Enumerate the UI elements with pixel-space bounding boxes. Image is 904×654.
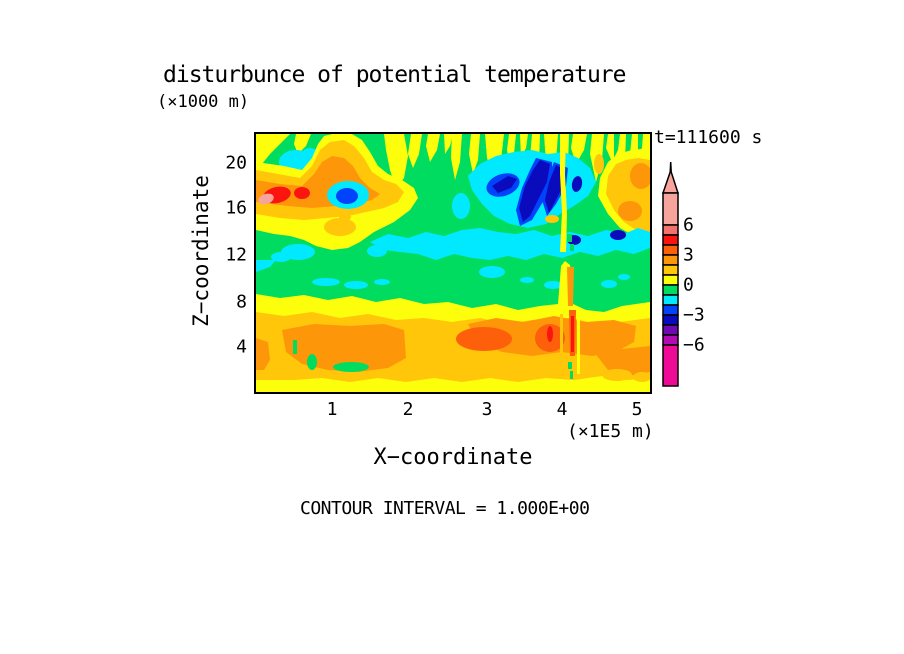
colorbar-tick-label: −6 bbox=[683, 334, 705, 356]
contour-region-navy bbox=[610, 230, 626, 240]
contour-region-yellow bbox=[560, 134, 567, 252]
contour-region-cyan bbox=[312, 278, 340, 286]
contour-region-orange bbox=[630, 163, 650, 189]
contour-region-yellow bbox=[294, 134, 311, 154]
contour-region-yellow bbox=[469, 134, 480, 174]
x-axis-unit: (×1E5 m) bbox=[567, 421, 654, 442]
contour-region-green bbox=[638, 134, 643, 154]
contour-region-orange bbox=[618, 201, 642, 221]
colorbar-segment-navy bbox=[662, 314, 679, 326]
contour-region-navy bbox=[492, 176, 517, 193]
contour-region-yellow bbox=[451, 134, 462, 180]
contour-region-yellow bbox=[408, 134, 422, 168]
contour-region-orangered bbox=[456, 327, 512, 351]
contour-region-yellow bbox=[256, 134, 290, 168]
colorbar-segment-cyan bbox=[662, 294, 679, 306]
contour-region-yellow bbox=[444, 134, 453, 154]
colorbar-tick-label: 0 bbox=[683, 274, 694, 296]
colorbar-segment-pink bbox=[662, 192, 679, 226]
contour-region-yellow bbox=[571, 134, 587, 164]
colorbar-segment-orangered bbox=[662, 244, 679, 256]
y-tick-label: 8 bbox=[236, 291, 247, 313]
contour-region-yellow bbox=[426, 134, 440, 162]
contour-region-blue bbox=[336, 188, 358, 204]
contour-region-cyan bbox=[452, 193, 470, 219]
contour-region-gold bbox=[339, 213, 351, 221]
contour-region-cyan bbox=[344, 281, 368, 289]
y-tick-label: 12 bbox=[225, 244, 247, 266]
contour-region-red bbox=[547, 326, 553, 342]
contour-region-navy bbox=[571, 176, 583, 192]
chart-title: disturbunce of potential temperature bbox=[163, 62, 626, 88]
contour-region-orange bbox=[256, 338, 270, 370]
contour-region-orange bbox=[594, 346, 650, 376]
time-label: t=111600 s bbox=[654, 127, 763, 148]
colorbar-segment-green bbox=[662, 284, 679, 296]
contour-region-orange bbox=[567, 267, 574, 306]
contour-region-cyan bbox=[601, 280, 617, 288]
y-tick-label: 20 bbox=[225, 152, 247, 174]
contour-region-gold bbox=[594, 154, 604, 174]
colorbar-segment-gold bbox=[662, 264, 679, 276]
y-tick-label: 4 bbox=[236, 336, 247, 358]
colorbar-segment-blue bbox=[662, 304, 679, 316]
contour-region-green bbox=[614, 134, 620, 158]
contour-region-green bbox=[307, 354, 317, 370]
y-axis-unit: (×1000 m) bbox=[157, 92, 250, 112]
colorbar-tick-label: 6 bbox=[683, 214, 694, 236]
contour-region-yellow bbox=[577, 312, 580, 374]
x-axis-title: X−coordinate bbox=[373, 445, 533, 470]
contour-region-cyan bbox=[271, 252, 291, 262]
colorbar-segment-orange bbox=[662, 254, 679, 266]
colorbar-segment-magenta bbox=[662, 344, 679, 387]
contour-interval-note: CONTOUR INTERVAL = 1.000E+00 bbox=[300, 498, 590, 519]
contour-region-gold bbox=[602, 369, 632, 381]
colorbar-tick-label: 3 bbox=[683, 244, 694, 266]
contour-region-gold bbox=[324, 218, 356, 236]
x-tick-label: 4 bbox=[556, 399, 568, 420]
colorbar-arrow-icon bbox=[661, 161, 680, 194]
contour-region-green bbox=[293, 340, 297, 354]
x-tick-label: 5 bbox=[631, 399, 643, 420]
contour-region-cyan bbox=[544, 281, 562, 289]
contour-region-cyan bbox=[479, 266, 505, 278]
contour-region-cyan bbox=[618, 274, 630, 280]
contour-region-green bbox=[333, 362, 369, 372]
y-tick-label: 16 bbox=[225, 197, 247, 219]
y-axis-title-text: Z−coordinate bbox=[189, 175, 213, 327]
contour-plot bbox=[256, 134, 650, 392]
x-tick-label: 1 bbox=[326, 399, 338, 420]
x-tick-label: 3 bbox=[481, 399, 493, 420]
contour-region-navy bbox=[519, 160, 550, 222]
colorbar-tick-label: −3 bbox=[683, 304, 705, 326]
contour-region-red bbox=[294, 187, 310, 199]
colorbar-segment-salmon bbox=[662, 224, 679, 236]
contour-region-green bbox=[567, 234, 572, 242]
contour-region-gold bbox=[633, 372, 650, 382]
contour-region-cyan bbox=[520, 277, 534, 283]
contour-region-cyan bbox=[374, 279, 390, 285]
colorbar-segment-violet bbox=[662, 334, 679, 346]
x-tick-label: 2 bbox=[402, 399, 414, 420]
colorbar-segment-yellow bbox=[662, 274, 679, 286]
contour-region-navy bbox=[545, 165, 565, 213]
contour-region-yellow bbox=[384, 134, 408, 188]
contour-region-yellow bbox=[485, 134, 504, 178]
colorbar-segment-purple bbox=[662, 324, 679, 336]
contour-region-green bbox=[570, 371, 573, 379]
contour-region-red bbox=[571, 316, 574, 352]
contour-region-cyan bbox=[370, 228, 650, 260]
contour-region-gold bbox=[545, 215, 559, 223]
plot-area bbox=[254, 132, 652, 394]
colorbar-segment-red bbox=[662, 234, 679, 246]
contour-region-green bbox=[568, 362, 572, 369]
contour-region-pink bbox=[258, 193, 274, 205]
contour-region-gold bbox=[560, 314, 563, 374]
contour-region-green bbox=[570, 244, 574, 251]
contour-region-cyan bbox=[256, 260, 276, 272]
colorbar bbox=[661, 161, 680, 387]
